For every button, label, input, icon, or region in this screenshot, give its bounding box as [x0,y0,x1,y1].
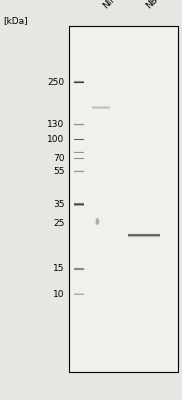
Bar [128,233,160,234]
Bar [74,202,84,203]
Bar [92,107,110,108]
Text: 10: 10 [53,290,65,299]
Bar [92,106,110,107]
Bar [92,106,110,107]
Circle shape [96,219,99,224]
Bar [74,80,84,81]
Text: 100: 100 [47,135,65,144]
Bar [74,202,84,203]
Text: 250: 250 [48,78,65,86]
Bar [74,205,84,206]
Bar [74,204,84,205]
Bar [74,81,84,82]
Bar [74,270,84,271]
Bar [69,26,178,372]
Text: 55: 55 [53,167,65,176]
Text: 15: 15 [53,264,65,273]
Text: 35: 35 [53,200,65,209]
Bar [92,107,110,108]
Bar [128,235,160,236]
Bar [92,109,110,110]
Text: NBT-II: NBT-II [144,0,168,10]
Bar [128,234,160,235]
Text: [kDa]: [kDa] [4,16,28,25]
Bar [74,269,84,270]
Bar [128,237,160,238]
Bar [92,108,110,109]
Bar [74,203,84,204]
Text: NIH-3T3: NIH-3T3 [101,0,133,10]
Bar [74,203,84,204]
Bar [74,82,84,83]
Bar [128,235,160,236]
Bar [74,268,84,269]
Bar [92,105,110,106]
Bar [74,267,84,268]
Bar [74,268,84,269]
Text: 70: 70 [53,154,65,163]
Text: 130: 130 [47,120,65,129]
Bar [74,80,84,81]
Text: 25: 25 [53,220,65,228]
Bar [74,83,84,84]
Bar [128,236,160,237]
Bar [74,206,84,207]
